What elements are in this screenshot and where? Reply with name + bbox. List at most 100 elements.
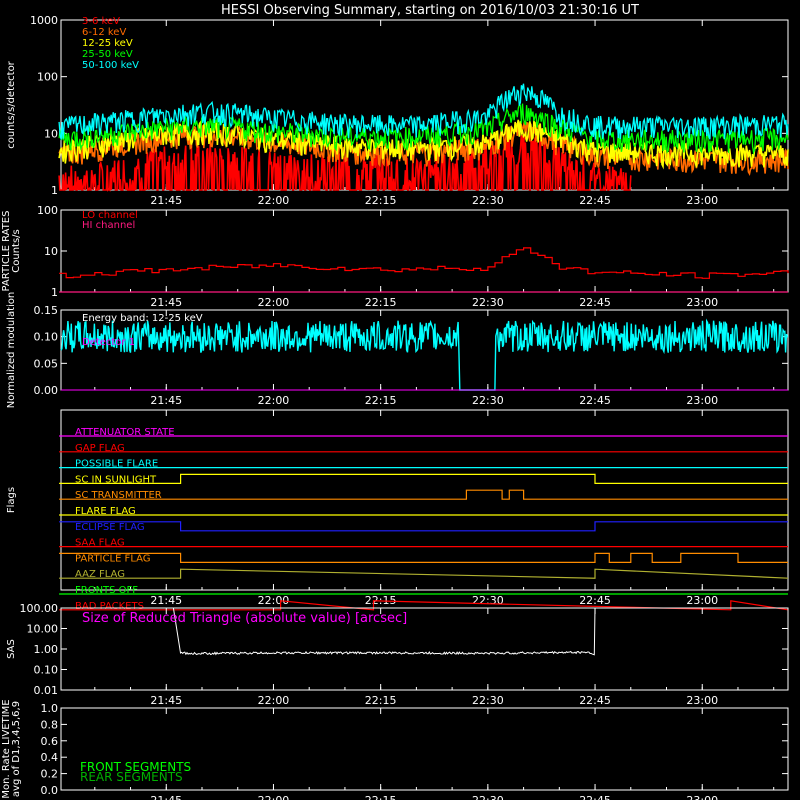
x-tick-label: 22:00 bbox=[258, 394, 290, 407]
y-axis-label: Mon. Rate LIVETIME bbox=[1, 699, 12, 798]
panel-flags: 21:45 22:00 22:15 22:30 22:45 23:00FlagsATTEN… bbox=[6, 409, 789, 612]
legend-entry: 12-25 keV bbox=[82, 38, 133, 49]
panel-modulation: 21:45 22:00 22:15 22:30 22:45 23:00 0.00 0.05 0.… bbox=[6, 292, 789, 409]
legend-entry: REAR SEGMENTS bbox=[80, 770, 183, 784]
plot-frame bbox=[60, 707, 789, 791]
y-tick-label: 0.10 bbox=[34, 664, 59, 677]
flag-label: ECLIPSE FLAG bbox=[75, 522, 145, 533]
x-tick-label: 21:45 bbox=[150, 694, 182, 707]
series-sas bbox=[172, 607, 596, 656]
legend-entry: 25-50 keV bbox=[82, 49, 133, 60]
y-tick-label: 0.05 bbox=[34, 357, 59, 370]
y-tick-label: 0.6 bbox=[41, 735, 59, 748]
x-tick-label: 22:45 bbox=[579, 594, 611, 607]
x-tick-label: 22:00 bbox=[258, 794, 290, 800]
sas-annotation: Size of Reduced Triangle (absolute value… bbox=[82, 611, 407, 626]
y-tick-label: 100.00 bbox=[20, 602, 59, 615]
y-tick-label: 10.00 bbox=[27, 623, 59, 636]
x-tick-label: 22:45 bbox=[579, 694, 611, 707]
x-tick-label: 23:00 bbox=[686, 594, 718, 607]
y-tick-label: 1.00 bbox=[34, 643, 59, 656]
legend-entry: 50-100 keV bbox=[82, 60, 139, 71]
legend-entry: 3-6 keV bbox=[82, 16, 120, 27]
y-tick-label: 0.4 bbox=[41, 751, 59, 764]
flag-label: FLARE FLAG bbox=[75, 506, 136, 517]
flag-line bbox=[59, 521, 788, 532]
x-tick-label: 22:00 bbox=[258, 194, 290, 207]
x-tick-label: 23:00 bbox=[686, 394, 718, 407]
flag-label: AAZ FLAG bbox=[75, 569, 125, 580]
x-tick-label: 22:45 bbox=[579, 394, 611, 407]
y-tick-label: 10 bbox=[44, 245, 58, 258]
x-tick-label: 22:45 bbox=[579, 794, 611, 800]
flag-label: SAA FLAG bbox=[75, 538, 125, 549]
y-tick-label: 0.15 bbox=[34, 304, 59, 317]
x-tick-label: 21:45 bbox=[150, 594, 182, 607]
y-tick-label: 0.0 bbox=[41, 784, 59, 797]
x-tick-label: 22:30 bbox=[472, 694, 504, 707]
y-tick-label: 1 bbox=[51, 184, 58, 197]
series-e50_100 bbox=[58, 83, 789, 140]
flag-label: SC IN SUNLIGHT bbox=[75, 474, 157, 485]
panel-livetime: 21:45 22:00 22:15 22:30 22:45 23:00 0.0 0.2 0.4 0… bbox=[1, 699, 789, 800]
x-tick-label: 21:45 bbox=[150, 794, 182, 800]
x-tick-label: 22:00 bbox=[258, 296, 290, 309]
panel-count-rates: 21:45 22:00 22:15 22:30 22:45 23:00 1 10 100 1000… bbox=[6, 14, 789, 207]
x-tick-label: 22:00 bbox=[258, 694, 290, 707]
y-tick-label: 0.01 bbox=[34, 684, 59, 697]
y-tick-label: 1.0 bbox=[41, 702, 59, 715]
legend-entry: Detector 1 bbox=[82, 337, 135, 348]
y-axis-label: avg of D1,3,4,5,6,9 bbox=[11, 701, 22, 797]
y-axis-label: counts/s/detector bbox=[6, 60, 17, 148]
x-tick-label: 21:45 bbox=[150, 394, 182, 407]
y-tick-label: 100 bbox=[37, 204, 58, 217]
series-e25_50 bbox=[58, 103, 789, 155]
y-axis-label: Flags bbox=[6, 487, 17, 513]
plot-frame bbox=[60, 19, 789, 191]
panels: 21:45 22:00 22:15 22:30 22:45 23:00 1 10 100 100 0… bbox=[1, 14, 789, 800]
flag-label: POSSIBLE FLARE bbox=[75, 459, 158, 470]
x-tick-label: 22:30 bbox=[472, 594, 504, 607]
x-tick-label: 22:00 bbox=[258, 594, 290, 607]
x-tick-label: 22:15 bbox=[365, 394, 397, 407]
legend-entry: HI channel bbox=[82, 220, 135, 231]
series-modulation bbox=[60, 318, 789, 391]
y-tick-label: 0.10 bbox=[34, 331, 59, 344]
x-tick-label: 22:30 bbox=[472, 296, 504, 309]
x-tick-label: 23:00 bbox=[686, 194, 718, 207]
flag-line bbox=[59, 552, 788, 563]
x-tick-label: 22:30 bbox=[472, 394, 504, 407]
x-tick-label: 22:15 bbox=[365, 794, 397, 800]
y-tick-label: 0.2 bbox=[41, 768, 59, 781]
x-tick-label: 22:45 bbox=[579, 194, 611, 207]
y-axis-label: Counts/s bbox=[11, 229, 22, 273]
series-lo_channel bbox=[59, 247, 789, 279]
flag-label: SC TRANSMITTER bbox=[75, 490, 162, 501]
figure-title: HESSI Observing Summary, starting on 201… bbox=[221, 3, 639, 18]
legend-entry: FRONT SEGMENTS bbox=[80, 760, 191, 774]
x-tick-label: 22:15 bbox=[365, 194, 397, 207]
energy-band-label: Energy band: 12-25 keV bbox=[82, 313, 203, 324]
y-tick-label: 100 bbox=[37, 71, 58, 84]
flag-line bbox=[59, 489, 788, 500]
y-tick-label: 0.00 bbox=[34, 384, 59, 397]
flag-line bbox=[59, 473, 788, 484]
x-tick-label: 22:45 bbox=[579, 296, 611, 309]
x-tick-label: 23:00 bbox=[686, 296, 718, 309]
x-tick-label: 23:00 bbox=[686, 694, 718, 707]
x-tick-label: 22:30 bbox=[472, 194, 504, 207]
series-e12_25 bbox=[58, 119, 789, 170]
legend-entry: 6-12 keV bbox=[82, 27, 126, 38]
flag-line bbox=[59, 568, 789, 579]
y-axis-label: PARTICLE RATES bbox=[1, 211, 12, 292]
x-tick-label: 21:45 bbox=[150, 296, 182, 309]
y-axis-label: Normalized modulation bbox=[6, 292, 17, 409]
x-tick-label: 22:15 bbox=[365, 694, 397, 707]
y-axis-label: SAS bbox=[6, 639, 17, 659]
panel-particle-rates: 21:45 22:00 22:15 22:30 22:45 23:00 1 10 100 PART… bbox=[1, 204, 789, 309]
y-tick-label: 0.8 bbox=[41, 718, 59, 731]
flag-label: PARTICLE FLAG bbox=[75, 553, 151, 564]
panel-sas: 21:45 22:00 22:15 22:30 22:45 23:00 0.01 0.10 1.… bbox=[6, 602, 789, 707]
plot-frame bbox=[60, 409, 789, 591]
